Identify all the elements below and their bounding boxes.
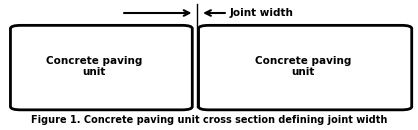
- Text: Joint width: Joint width: [230, 8, 294, 18]
- FancyBboxPatch shape: [10, 25, 192, 110]
- FancyBboxPatch shape: [199, 25, 412, 110]
- Text: Concrete paving
unit: Concrete paving unit: [46, 56, 142, 77]
- Text: Figure 1. Concrete paving unit cross section defining joint width: Figure 1. Concrete paving unit cross sec…: [31, 115, 387, 125]
- Text: Concrete paving
unit: Concrete paving unit: [255, 56, 351, 77]
